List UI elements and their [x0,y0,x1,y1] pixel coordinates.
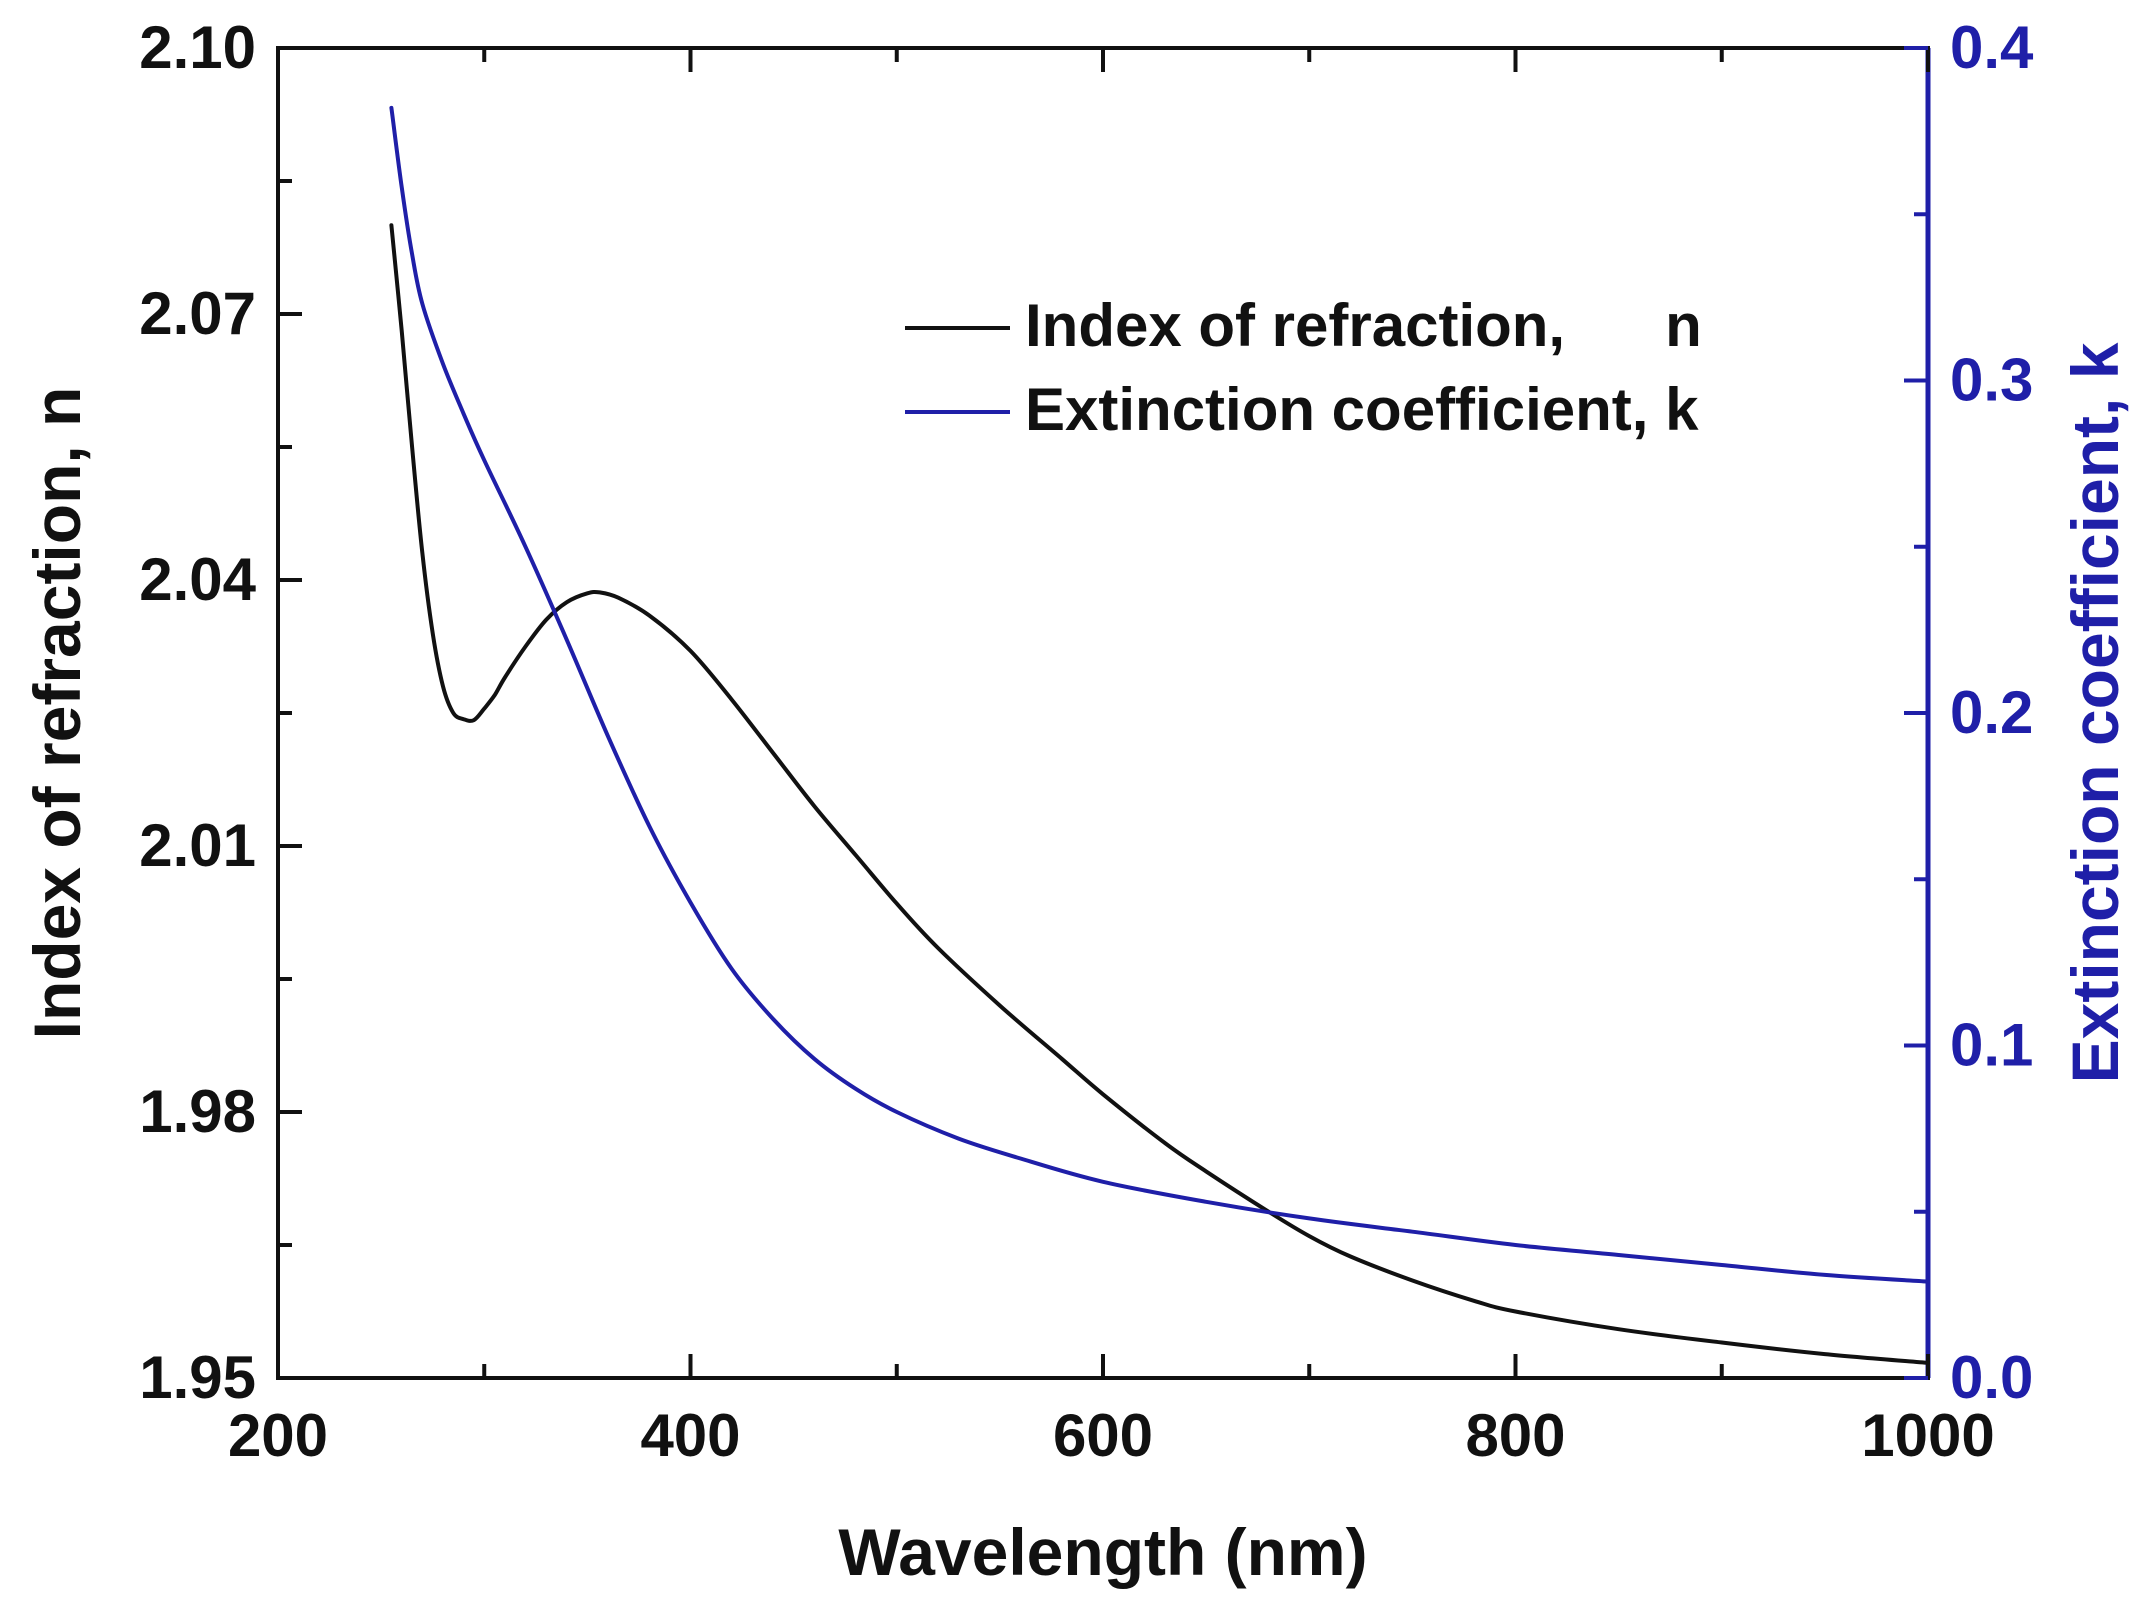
y2-tick-label: 0.4 [1950,14,2034,81]
series-line-k [389,105,1930,1284]
x-tick-label: 200 [228,1402,328,1469]
y2-tick-label: 0.2 [1950,679,2033,746]
y-tick-label: 2.01 [139,812,256,879]
x-axis-title: Wavelength (nm) [838,1515,1367,1589]
y2-tick-label: 0.1 [1950,1012,2033,1079]
y2-tick-label: 0.0 [1950,1344,2033,1411]
x-tick-label: 600 [1053,1402,1153,1469]
y2-axis-title: Extinction coefficient, k [2058,342,2132,1083]
x-axis: 200 400 600 800 1000 [228,48,1995,1469]
x-tick-label: 400 [640,1402,740,1469]
y-axis-right: 0.0 0.1 0.2 0.3 0.4 [1904,14,2034,1411]
y-tick-label: 2.04 [139,546,256,613]
y-axis-title: Index of refraction, n [20,387,94,1040]
plot-frame [276,46,1930,1380]
legend: Index of refraction, n Extinction coeffi… [905,292,1702,443]
x-tick-label: 1000 [1861,1402,1994,1469]
y-tick-label: 1.98 [139,1078,256,1145]
legend-label-n: Index of refraction, n [1025,292,1702,359]
y2-tick-label: 0.3 [1950,347,2033,414]
series-layer [389,105,1930,1365]
x-tick-label: 800 [1465,1402,1565,1469]
legend-label-k: Extinction coefficient, k [1025,376,1699,443]
y-tick-label: 2.10 [139,14,256,81]
y-tick-label: 2.07 [139,280,256,347]
y-axis-left: 1.95 1.98 2.01 2.04 2.07 2.10 [139,14,302,1411]
series-line-n [389,223,1930,1365]
y-tick-label: 1.95 [139,1344,256,1411]
